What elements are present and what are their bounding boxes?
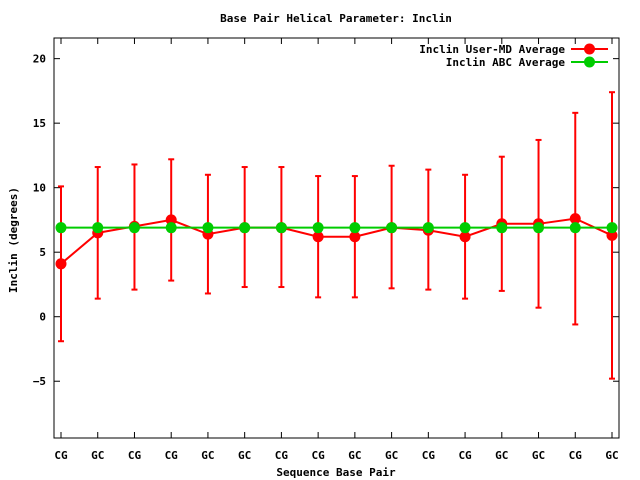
abc-point xyxy=(312,222,324,234)
abc-point xyxy=(165,222,177,234)
x-tick-label: CG xyxy=(569,449,583,462)
chart-title: Base Pair Helical Parameter: Inclin xyxy=(220,12,452,25)
x-tick-label: GC xyxy=(385,449,398,462)
legend-item: Inclin ABC Average xyxy=(446,56,608,69)
x-tick-label: GC xyxy=(532,449,545,462)
abc-point xyxy=(128,222,140,234)
md-point xyxy=(55,258,67,270)
x-tick-label: GC xyxy=(495,449,508,462)
x-tick-label: CG xyxy=(275,449,289,462)
x-tick-label: CG xyxy=(422,449,436,462)
abc-point xyxy=(55,222,67,234)
abc-point xyxy=(533,222,545,234)
x-tick-label: GC xyxy=(238,449,251,462)
y-tick-label: 5 xyxy=(39,246,46,259)
abc-point xyxy=(239,222,251,234)
x-tick-label: CG xyxy=(54,449,68,462)
y-tick-label: −5 xyxy=(33,375,46,388)
md-point xyxy=(312,231,324,243)
abc-point xyxy=(496,222,508,234)
abc-point xyxy=(569,222,581,234)
abc-point xyxy=(275,222,287,234)
x-tick-label: GC xyxy=(605,449,618,462)
plot-frame xyxy=(53,37,620,439)
y-tick-label: 0 xyxy=(39,311,46,324)
y-axis-label: Inclin (degrees) xyxy=(7,187,20,293)
md-point xyxy=(606,229,618,241)
y-tick-label: 20 xyxy=(33,53,46,66)
legend-swatch-marker xyxy=(584,56,595,68)
x-tick-label: GC xyxy=(201,449,214,462)
md-point xyxy=(459,231,471,243)
y-tick-label: 10 xyxy=(33,182,46,195)
md-point xyxy=(165,214,177,226)
legend-label: Inclin User-MD Average xyxy=(419,43,565,56)
abc-point xyxy=(349,222,361,234)
x-tick-label: GC xyxy=(348,449,361,462)
abc-point xyxy=(386,222,398,234)
series-line-md xyxy=(60,217,613,265)
x-tick-label: CG xyxy=(165,449,179,462)
x-tick-label: CG xyxy=(458,449,472,462)
md-point xyxy=(569,213,581,225)
md-point xyxy=(349,231,361,243)
abc-point xyxy=(202,222,214,234)
x-axis-label: Sequence Base Pair xyxy=(276,466,396,479)
legend-item: Inclin User-MD Average xyxy=(419,43,608,56)
x-tick-label: GC xyxy=(91,449,104,462)
legend-swatch-marker xyxy=(584,43,595,55)
abc-point xyxy=(606,222,618,234)
x-axis-ticks: CG GC CG CG GC GC CG CG GC GC CG CG GC GC CG GC xyxy=(54,38,619,462)
y-tick-label: 15 xyxy=(33,117,46,130)
legend-label: Inclin ABC Average xyxy=(446,56,566,69)
y-axis-ticks: −5 0 5 10 15 20 xyxy=(33,53,619,388)
x-tick-label: CG xyxy=(128,449,142,462)
x-tick-label: CG xyxy=(312,449,326,462)
series-layer xyxy=(55,91,618,380)
abc-point xyxy=(92,222,104,234)
abc-point xyxy=(459,222,471,234)
abc-point xyxy=(422,222,434,234)
